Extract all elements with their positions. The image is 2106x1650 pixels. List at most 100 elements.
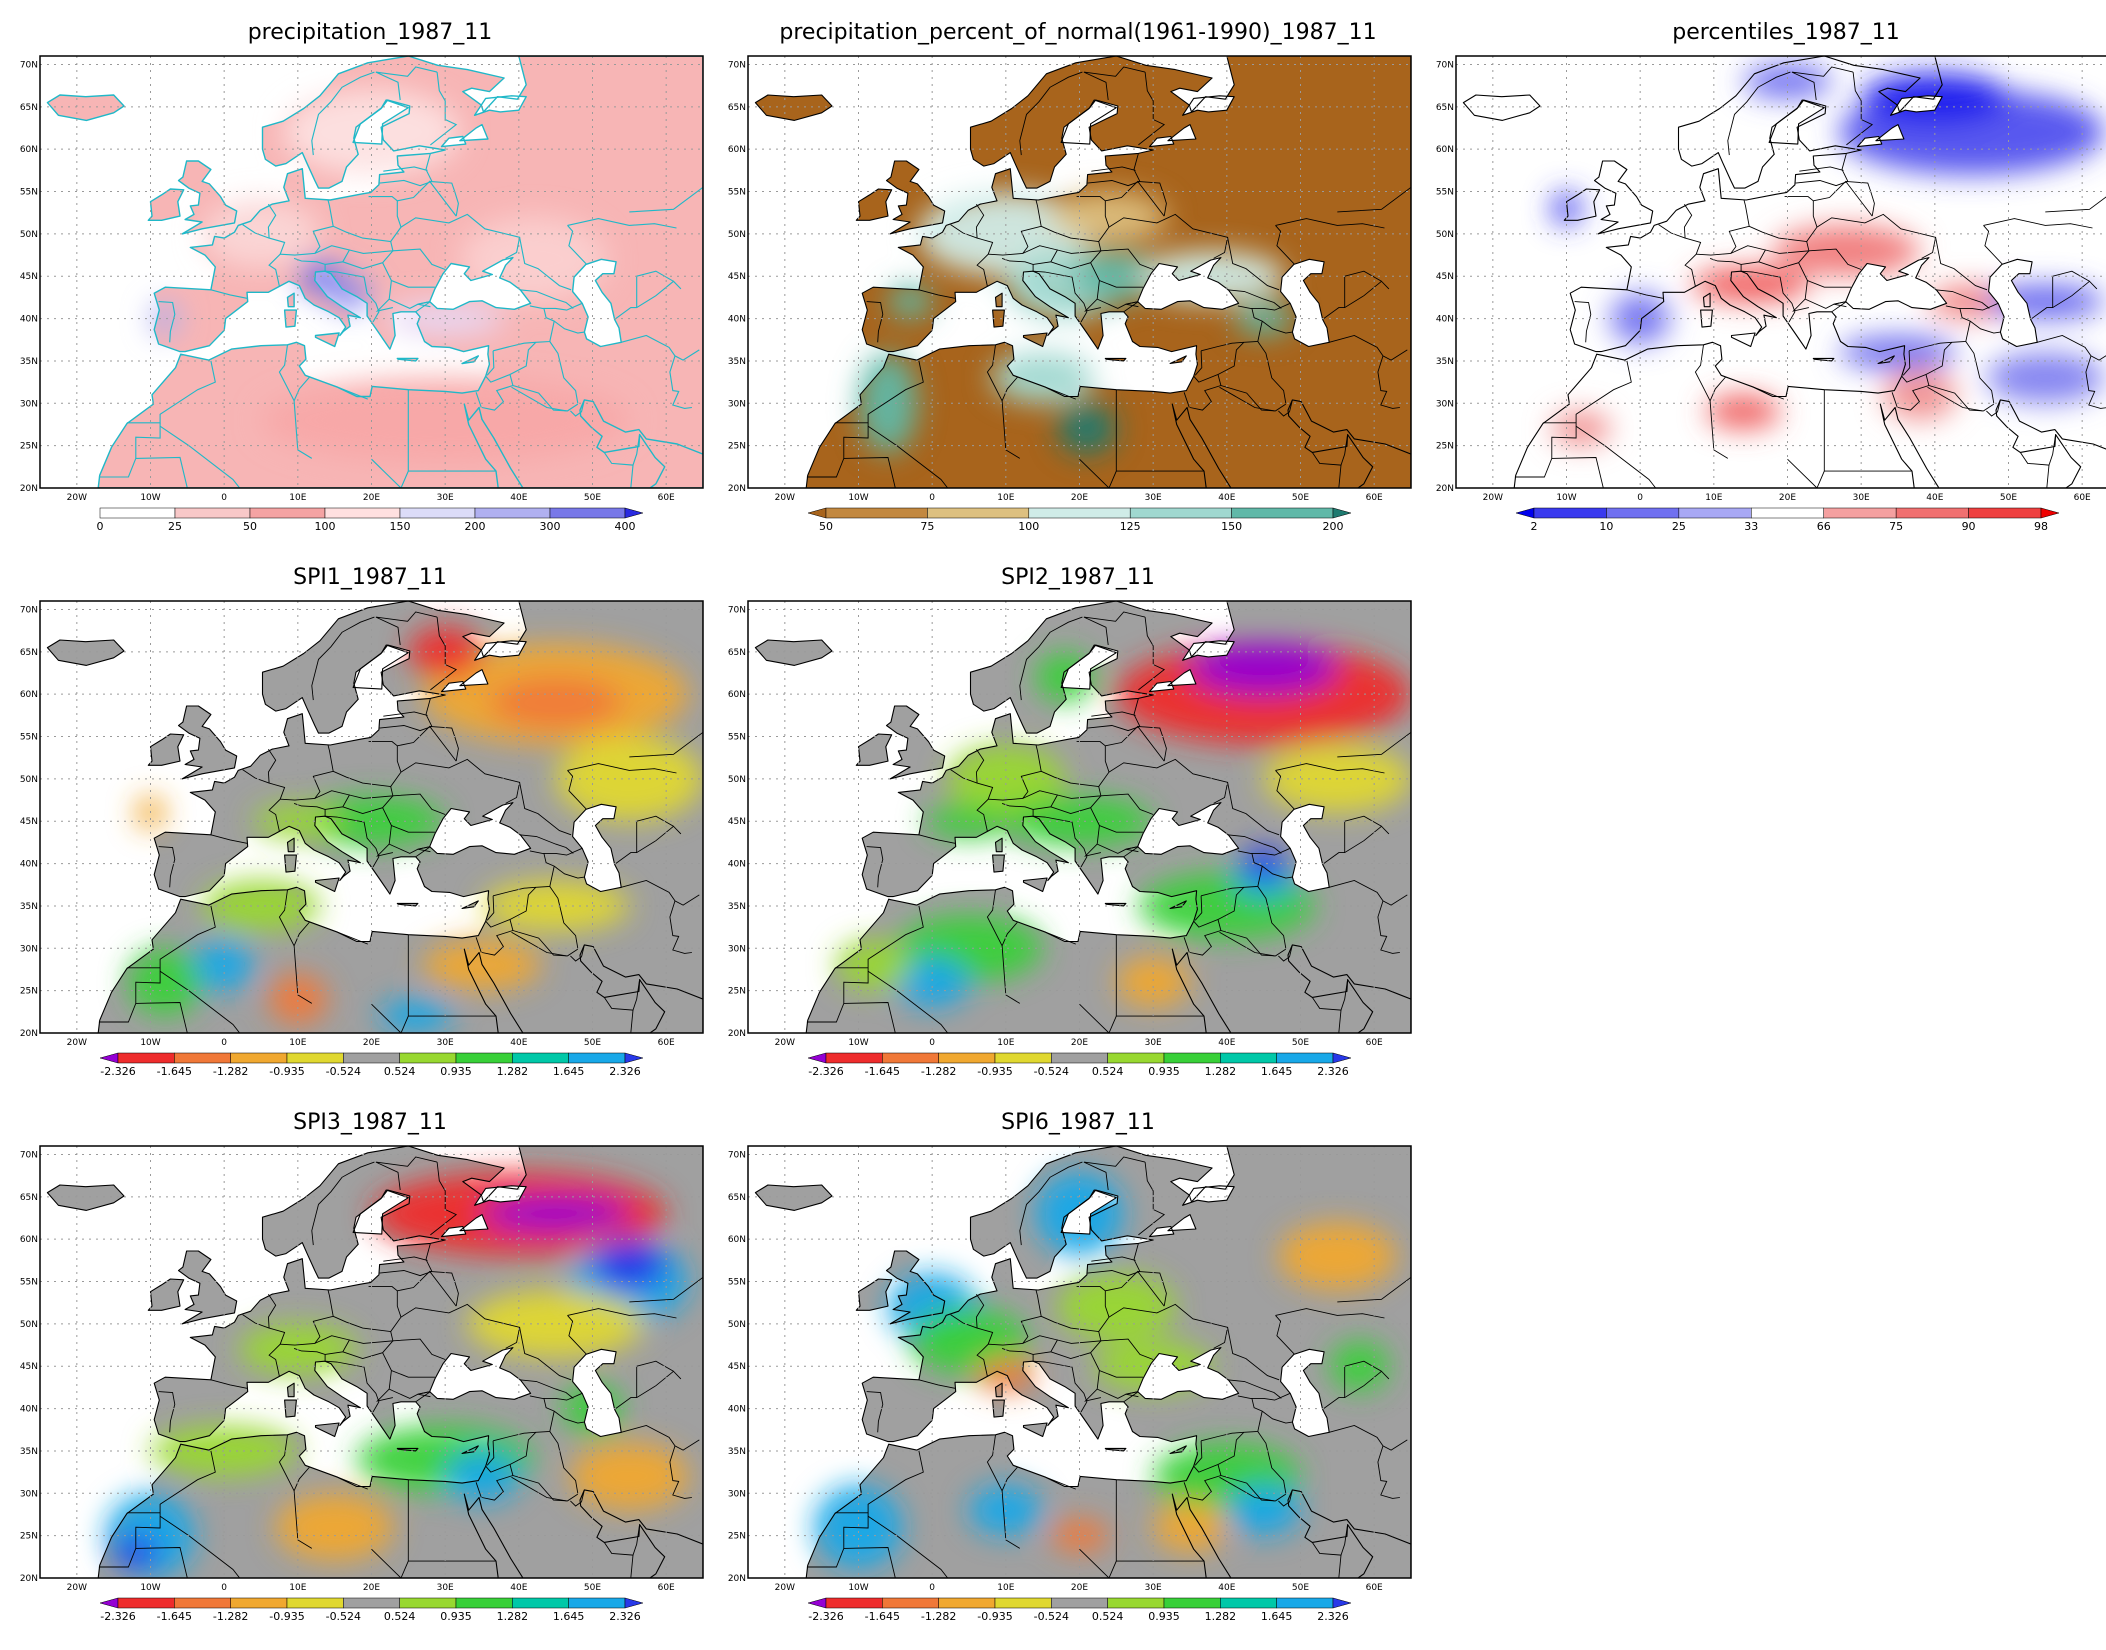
lat-tick-label: 70N (728, 60, 746, 70)
lon-tick-label: 40E (1218, 493, 1235, 503)
lat-tick-label: 55N (728, 188, 746, 198)
colorbar-label: -1.282 (921, 1065, 956, 1078)
lat-tick-label: 55N (728, 733, 746, 743)
lat-tick-label: 20N (20, 1029, 38, 1039)
lat-tick-label: 55N (728, 1278, 746, 1288)
colorbar-label: -1.282 (213, 1610, 248, 1623)
colorbar-swatch (1895, 507, 1969, 519)
map-frame: 20W 10W 0 10E 20E 30E 40E 50E 60E 20N 25N 30N 35N 40N… (20, 600, 704, 1078)
lat-tick-label: 50N (728, 230, 746, 240)
colorbar-label: -2.326 (808, 1610, 843, 1623)
colorbar-label: 2.326 (609, 1610, 641, 1623)
colorbar-label: 2.326 (1317, 1065, 1349, 1078)
colorbar-label: 1.282 (1205, 1610, 1237, 1623)
colorbar-swatch (1751, 507, 1824, 519)
colorbar-swatch (1107, 1052, 1165, 1064)
colorbar-swatch (1028, 507, 1131, 519)
colorbar-label: 150 (1221, 520, 1242, 533)
colorbar-label: 25 (1672, 520, 1686, 533)
lon-tick-label: 60E (1366, 493, 1383, 503)
panel-precip-percent-normal: precipitation_percent_of_normal(1961-199… (728, 20, 1428, 560)
colorbar-swatch (286, 1597, 344, 1609)
colorbar-label: 1.645 (1261, 1610, 1293, 1623)
lat-tick-label: 20N (728, 1574, 746, 1584)
colorbar-label: -1.645 (157, 1610, 192, 1623)
colorbar-label: 0.935 (1148, 1610, 1180, 1623)
colorbar-swatch (825, 1597, 883, 1609)
lon-tick-label: 60E (1366, 1583, 1383, 1593)
map-frame: 20W 10W 0 10E 20E 30E 40E 50E 60E 20N 25N 30N 35N 40N… (728, 55, 1412, 533)
lon-tick-label: 40E (1218, 1583, 1235, 1593)
colorbar-label: 0.524 (1092, 1610, 1124, 1623)
lat-tick-label: 20N (728, 484, 746, 494)
lon-tick-label: 10E (289, 1038, 306, 1048)
colorbar-label: 300 (540, 520, 561, 533)
colorbar-swatch (1163, 1052, 1221, 1064)
map-frame: 20W 10W 0 10E 20E 30E 40E 50E 60E 20N 25N 30N 35N 40N… (728, 600, 1412, 1078)
lon-tick-label: 30E (1145, 493, 1162, 503)
lon-tick-label: 20E (1779, 493, 1796, 503)
colorbar-label: 125 (1120, 520, 1141, 533)
colorbar-label: -0.935 (269, 1065, 304, 1078)
colorbar-label: 90 (1962, 520, 1976, 533)
colorbar-label: -2.326 (100, 1065, 135, 1078)
lon-tick-label: 0 (929, 1583, 935, 1593)
colorbar-swatch (1606, 507, 1680, 519)
lat-tick-label: 35N (728, 902, 746, 912)
colorbar-label: 150 (390, 520, 411, 533)
lat-tick-label: 45N (20, 1362, 38, 1372)
lat-tick-label: 40N (20, 860, 38, 870)
lon-tick-label: 30E (1145, 1583, 1162, 1593)
lat-tick-label: 25N (20, 442, 38, 452)
lon-tick-label: 10W (140, 493, 160, 503)
lon-tick-label: 0 (929, 1038, 935, 1048)
colorbar-label: 25 (168, 520, 182, 533)
colorbar-label: -1.645 (865, 1065, 900, 1078)
lat-tick-label: 25N (1436, 442, 1454, 452)
lat-tick-label: 40N (20, 315, 38, 325)
lat-tick-label: 65N (20, 1193, 38, 1203)
lat-tick-label: 50N (20, 775, 38, 785)
lat-tick-label: 30N (728, 944, 746, 954)
lat-tick-label: 20N (728, 1029, 746, 1039)
lat-tick-label: 45N (20, 272, 38, 282)
lat-tick-label: 30N (1436, 399, 1454, 409)
map-frame: 20W 10W 0 10E 20E 30E 40E 50E 60E 20N 25N 30N 35N 40N… (1436, 55, 2106, 533)
colorbar-swatch (474, 507, 551, 519)
lon-tick-label: 50E (1292, 1038, 1309, 1048)
lat-tick-label: 40N (1436, 315, 1454, 325)
lat-tick-label: 65N (20, 648, 38, 658)
colorbar-swatch (455, 1597, 513, 1609)
colorbar-triangle-left (807, 1597, 827, 1609)
colorbar-swatch (286, 1052, 344, 1064)
colorbar-swatch (1051, 1052, 1108, 1064)
colorbar-triangle-right (1332, 1052, 1352, 1064)
colorbar-label: 75 (920, 520, 934, 533)
colorbar-swatch (549, 507, 626, 519)
colorbar-label: 200 (465, 520, 486, 533)
lon-tick-label: 10W (1556, 493, 1576, 503)
lat-tick-label: 55N (20, 1278, 38, 1288)
colorbar-swatch (1220, 1597, 1277, 1609)
colorbar-swatch (1231, 507, 1334, 519)
colorbar-swatch (1129, 507, 1232, 519)
lat-tick-label: 25N (20, 1532, 38, 1542)
lat-tick-label: 45N (20, 817, 38, 827)
lon-tick-label: 50E (2000, 493, 2017, 503)
colorbar-triangle-right (2040, 507, 2060, 519)
colorbar-swatch (994, 1052, 1052, 1064)
colorbar-triangle-right (624, 507, 644, 519)
lat-tick-label: 60N (20, 1235, 38, 1245)
colorbar-swatch (825, 1052, 883, 1064)
lat-tick-label: 65N (728, 103, 746, 113)
lat-tick-label: 40N (20, 1405, 38, 1415)
lon-tick-label: 20E (1071, 1583, 1088, 1593)
colorbar-label: -0.935 (977, 1065, 1012, 1078)
lat-tick-label: 45N (728, 817, 746, 827)
panel-title: precipitation_1987_11 (247, 20, 493, 45)
lat-tick-label: 45N (728, 272, 746, 282)
colorbar-swatch (938, 1052, 996, 1064)
map-frame: 20W 10W 0 10E 20E 30E 40E 50E 60E 20N 25N 30N 35N 40N… (20, 1145, 704, 1623)
colorbar-label: 2 (1531, 520, 1538, 533)
lon-tick-label: 10W (848, 493, 868, 503)
